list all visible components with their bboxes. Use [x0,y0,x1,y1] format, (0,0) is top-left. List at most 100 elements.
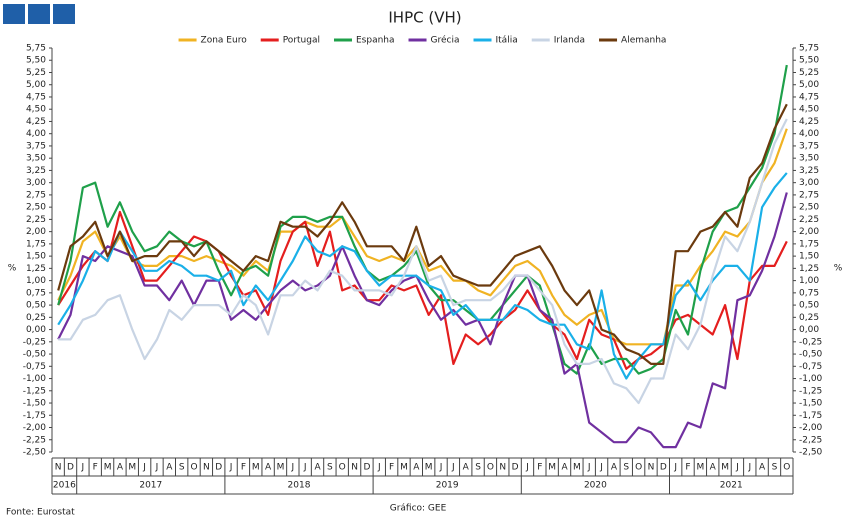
x-tick-label: J [747,463,751,473]
x-tick-label: N [351,463,358,473]
y-tick-label: -0,75 [23,362,46,372]
x-tick-label: N [55,463,62,473]
series-line [57,192,788,449]
x-tick-label: M [721,463,729,473]
y2-tick-label: 1,75 [799,239,819,249]
y2-tick-label: 3,50 [799,154,819,164]
x-tick-label: J [155,463,159,473]
x-tick-label: O [339,463,346,473]
series-line [57,103,788,365]
logo-block [53,4,75,24]
y-tick-label: -0,25 [23,337,46,347]
y2-tick-label: 2,50 [799,203,819,213]
y2-tick-label: -0,75 [799,362,822,372]
x-tick-label: S [327,463,333,473]
x-tick-label: J [290,463,294,473]
y-tick-label: -1,00 [23,374,47,384]
x-tick-label: A [759,463,766,473]
x-tick-label: F [93,463,98,473]
x-tick-label: J [735,463,739,473]
x-tick-label: O [487,463,494,473]
y-tick-label: 0,00 [26,325,46,335]
y2-tick-label: 5,75 [799,44,819,54]
year-label: 2021 [720,481,743,491]
y-tick-label: 2,75 [26,190,46,200]
x-tick-label: A [561,463,568,473]
y-tick-label: 5,50 [26,56,46,66]
x-tick-label: N [499,463,506,473]
x-tick-label: S [475,463,481,473]
y2-tick-label: 1,25 [799,264,819,274]
y2-tick-label: -1,50 [799,399,823,409]
y2-tick-label: 2,25 [799,215,819,225]
x-tick-label: S [179,463,185,473]
legend-label: Irlanda [554,36,585,46]
x-tick-label: M [252,463,260,473]
x-tick-label: M [696,463,704,473]
y-tick-label: -0,50 [23,350,47,360]
year-label: 2018 [288,481,311,491]
y-tick-label: 3,25 [26,166,46,176]
x-tick-label: J [81,463,85,473]
legend-label: Portugal [283,36,320,46]
y2-tick-label: 2,75 [799,190,819,200]
x-tick-label: A [117,463,124,473]
x-tick-label: J [599,463,603,473]
x-tick-label: A [413,463,420,473]
x-tick-label: F [241,463,246,473]
y2-tick-label: 4,75 [799,92,819,102]
chart-title: IHPC (VH) [388,9,461,27]
y2-tick-label: -2,25 [799,435,822,445]
y-tick-label: 3,50 [26,154,46,164]
legend-label: Grécia [431,35,460,46]
logo-block [3,4,25,24]
x-tick-label: D [67,463,74,473]
credit: Gráfico: GEE [390,504,447,514]
y2-tick-label: 1,00 [799,276,819,286]
x-tick-label: N [648,463,655,473]
y-tick-label: 0,50 [26,301,46,311]
x-tick-label: F [537,463,542,473]
year-label: 2017 [139,481,162,491]
y2-tick-label: 3,00 [799,178,819,188]
y2-tick-label: 0,00 [799,325,819,335]
x-tick-label: J [377,463,381,473]
y2-tick-label: 4,50 [799,105,819,115]
y-tick-label: 1,75 [26,239,46,249]
y-tick-label: 4,50 [26,105,46,115]
x-tick-label: M [400,463,408,473]
y2-tick-label: 0,75 [799,288,819,298]
y-tick-label: 2,25 [26,215,46,225]
x-tick-label: F [389,463,394,473]
x-tick-label: A [166,463,173,473]
x-tick-label: J [673,463,677,473]
y-tick-label: 1,25 [26,264,46,274]
y2-tick-label: 0,50 [799,301,819,311]
y2-tick-label: -1,25 [799,386,822,396]
y2-tick-label: -0,50 [799,350,823,360]
legend-label: Alemanha [621,36,666,46]
y-tick-label: -2,25 [23,435,46,445]
legend-label: Itália [496,36,518,46]
x-tick-label: S [772,463,778,473]
y2-tick-label: -2,50 [799,448,823,458]
x-tick-label: M [128,463,136,473]
x-tick-label: M [104,463,112,473]
x-tick-label: J [439,463,443,473]
x-tick-label: A [463,463,470,473]
series-line [57,210,788,370]
y-tick-label: 1,00 [26,276,46,286]
x-tick-label: J [525,463,529,473]
x-tick-label: J [303,463,307,473]
x-tick-label: A [710,463,717,473]
x-tick-label: J [142,463,146,473]
y2-tick-label: 4,25 [799,117,819,127]
y-tick-label: 0,75 [26,288,46,298]
x-tick-label: F [685,463,690,473]
y-tick-label: 2,00 [26,227,46,237]
x-tick-label: A [611,463,618,473]
y-tick-label: -2,50 [23,448,47,458]
y2-tick-label: 2,00 [799,227,819,237]
y2-tick-label: 1,50 [799,252,819,262]
year-label: 2016 [53,481,76,491]
